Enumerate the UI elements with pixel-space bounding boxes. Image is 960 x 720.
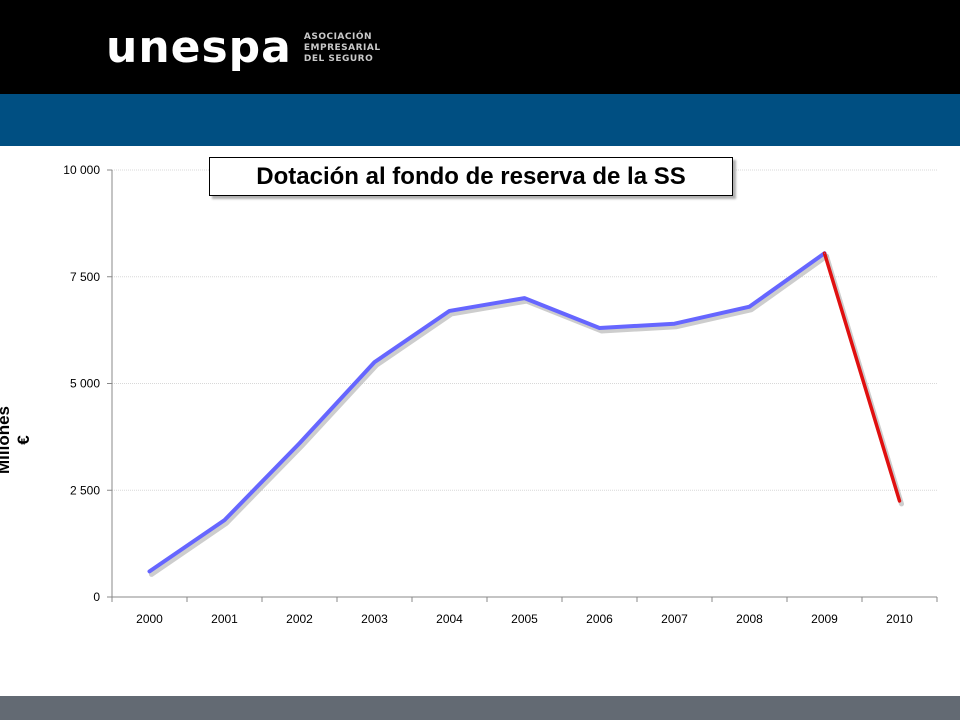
line-chart: 0 2 500 5 000 7 500 10 000 2000 2001 2002 2003 20… — [63, 163, 938, 626]
data-point — [374, 361, 375, 363]
x-tick-label: 2008 — [736, 612, 763, 626]
series-line-highlight — [822, 251, 902, 503]
x-tick-label: 2010 — [886, 612, 913, 626]
series-line — [147, 251, 827, 574]
data-point — [674, 323, 675, 325]
y-axis-label: Millones € — [0, 406, 33, 475]
accent-bar — [0, 94, 960, 146]
data-point — [824, 252, 825, 254]
x-tick-label: 2006 — [586, 612, 613, 626]
data-point — [224, 519, 225, 521]
x-tick-label: 2009 — [811, 612, 838, 626]
data-point — [449, 310, 450, 312]
logo-subtitle-line: ASOCIACIÓN — [303, 31, 373, 42]
data-point — [599, 327, 600, 329]
y-tick-label: 10 000 — [63, 163, 100, 177]
logo-subtitle-line: EMPRESARIAL — [303, 42, 381, 53]
data-point — [149, 570, 150, 572]
unespa-logo: unespa ASOCIACIÓN EMPRESARIAL DEL SEGURO — [106, 26, 381, 70]
logo-subtitle-line: DEL SEGURO — [303, 53, 374, 64]
footer-bar — [0, 696, 960, 720]
data-point — [299, 442, 300, 444]
x-tick-label: 2000 — [136, 612, 163, 626]
chart-title: Dotación al fondo de reserva de la SS — [209, 157, 733, 196]
series-shadow — [149, 253, 829, 577]
logo-wordmark: unespa — [106, 22, 292, 73]
x-tick-label: 2004 — [436, 612, 463, 626]
y-tick-label: 2 500 — [70, 483, 100, 497]
data-point — [899, 500, 900, 502]
logo-subtitle: ASOCIACIÓN EMPRESARIAL DEL SEGURO — [304, 32, 381, 65]
header-bar — [0, 0, 960, 94]
x-tick-label: 2003 — [361, 612, 388, 626]
data-point — [524, 297, 525, 299]
x-tick-label: 2001 — [211, 612, 238, 626]
y-tick-label: 5 000 — [70, 377, 100, 391]
y-tick-label: 0 — [93, 590, 100, 604]
x-tick-label: 2007 — [661, 612, 688, 626]
x-tick-label: 2005 — [511, 612, 538, 626]
data-point — [749, 306, 750, 308]
x-tick-label: 2002 — [286, 612, 313, 626]
y-tick-label: 7 500 — [70, 270, 100, 284]
